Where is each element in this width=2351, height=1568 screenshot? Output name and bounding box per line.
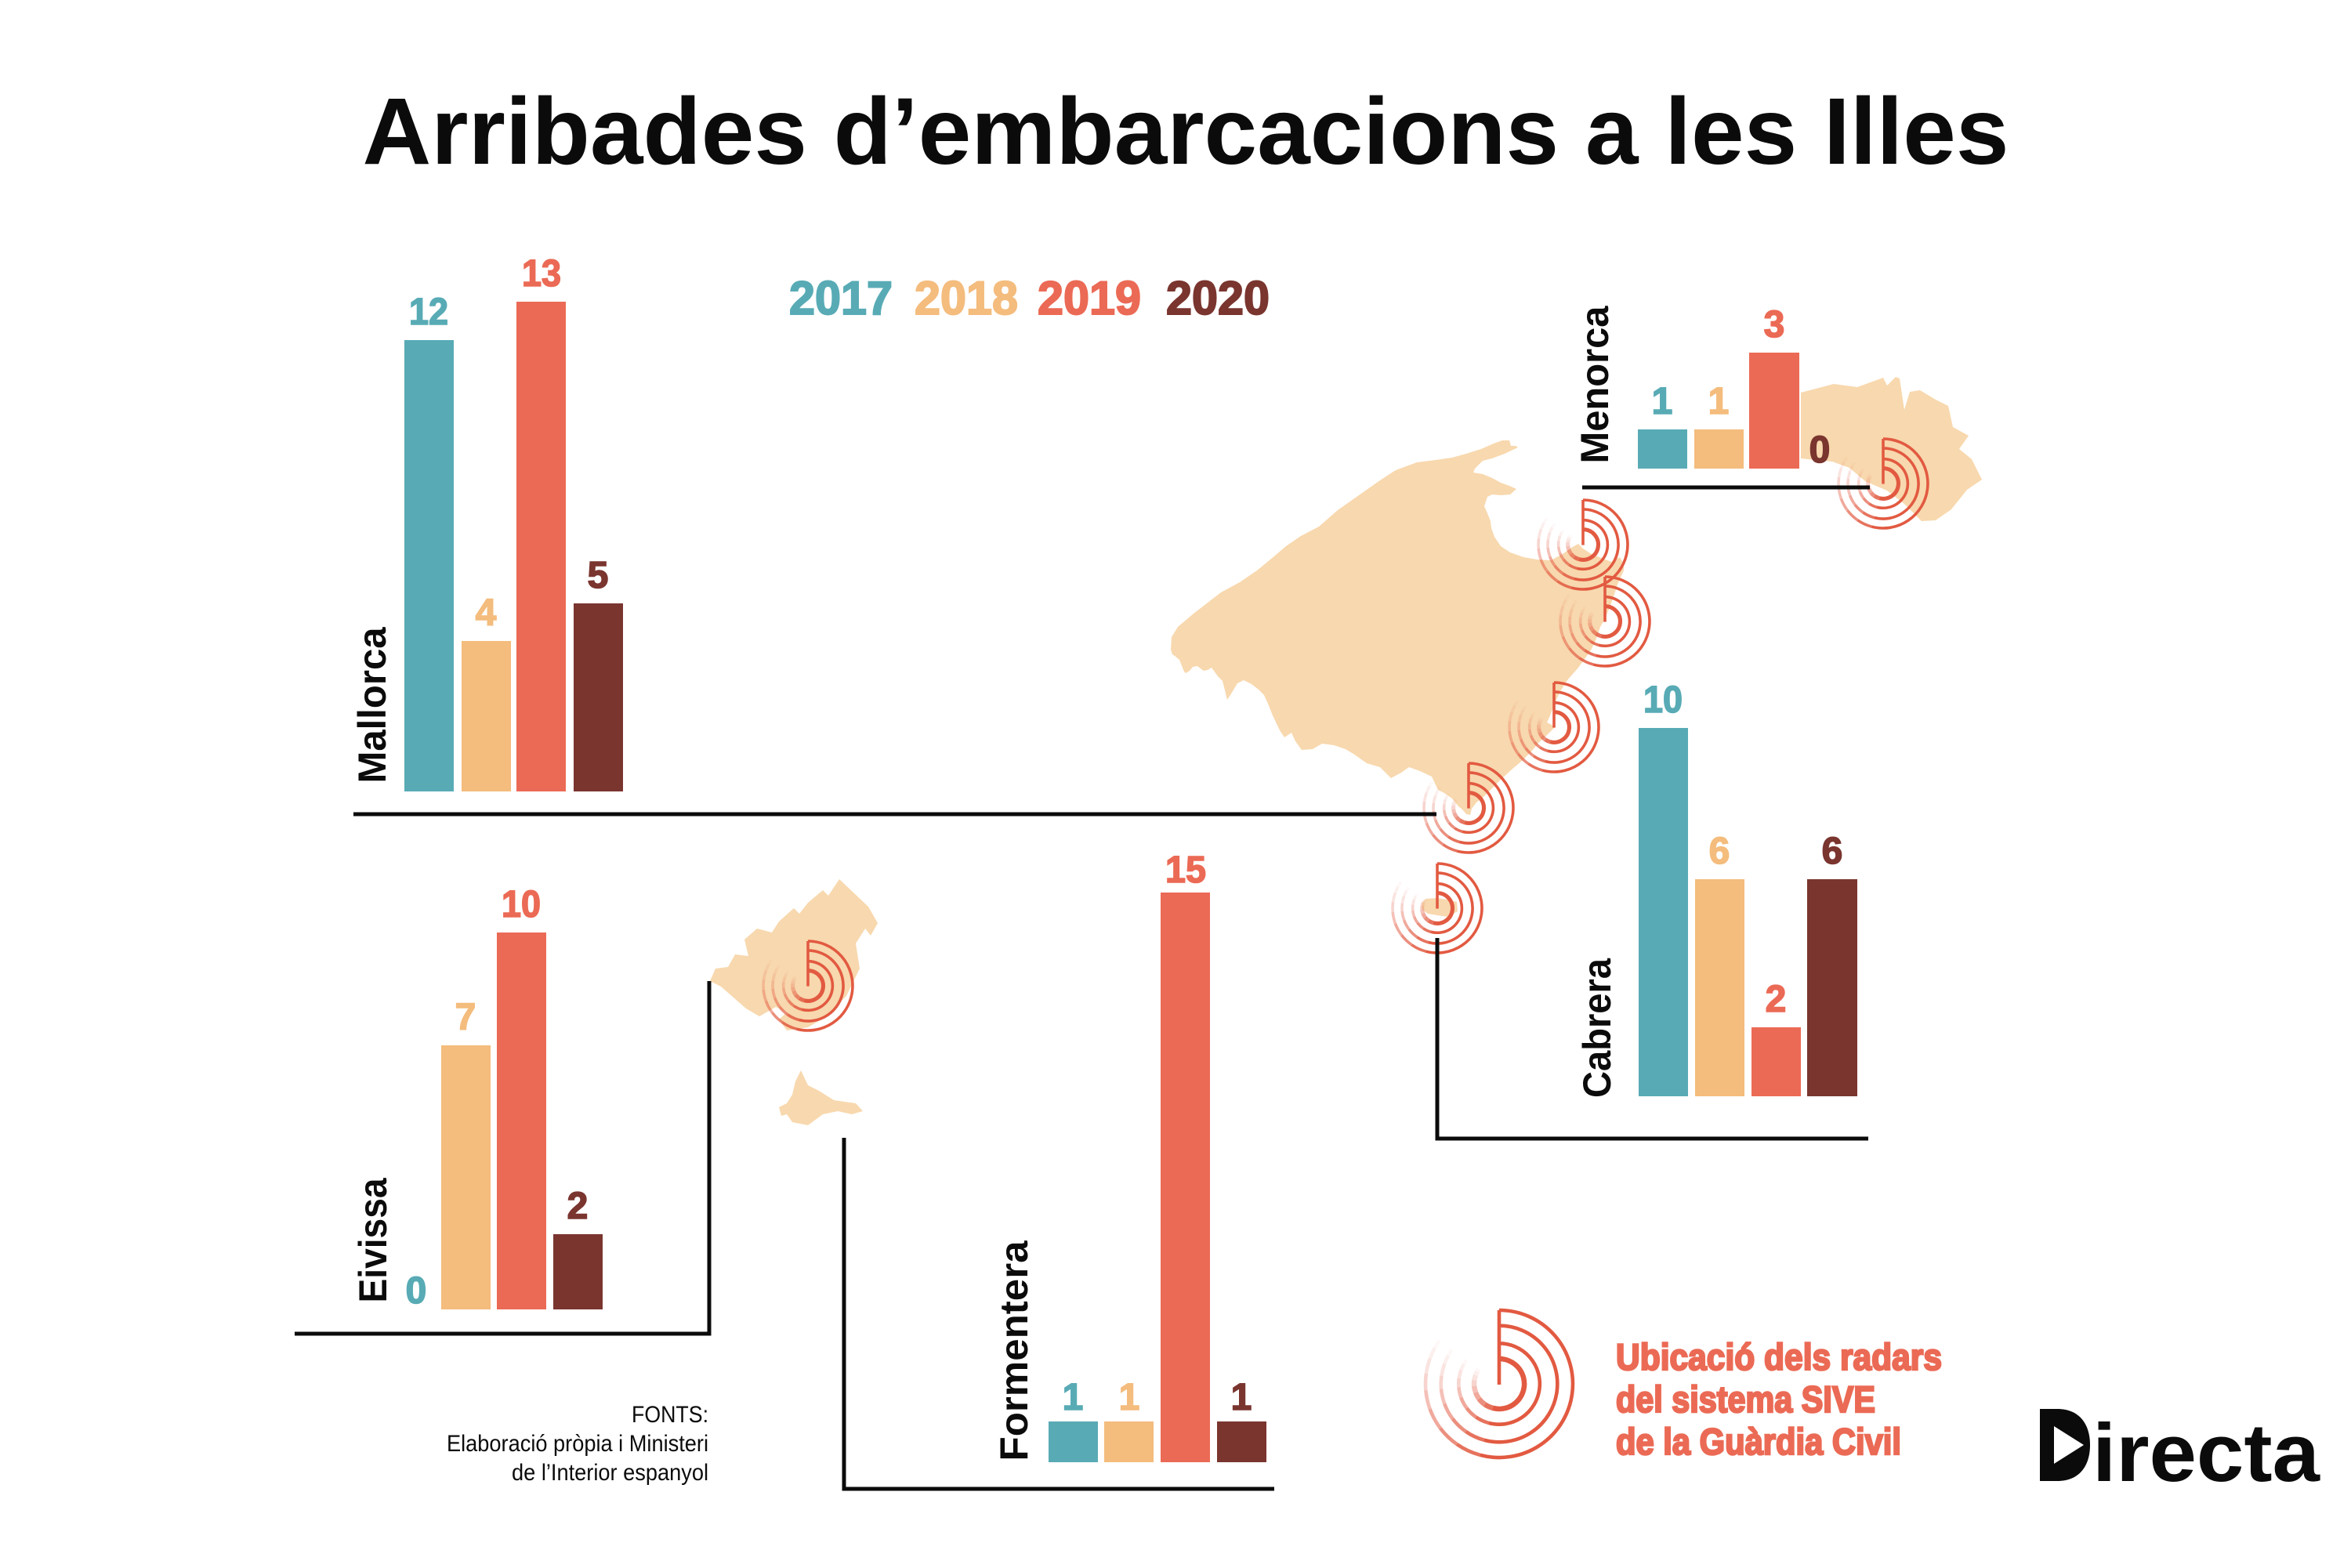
svg-text:Menorca: Menorca [1573,305,1617,463]
svg-text:de l’Interior espanyol: de l’Interior espanyol [512,1460,708,1486]
svg-text:Arribades d’embarcacions a les: Arribades d’embarcacions a les Illes [363,78,2009,184]
svg-text:1: 1 [1063,1377,1084,1418]
svg-text:12: 12 [409,292,448,333]
svg-text:2019: 2019 [1038,272,1141,324]
svg-text:15: 15 [1165,849,1206,891]
svg-text:5: 5 [588,555,609,596]
svg-text:de la Guàrdia Civil: de la Guàrdia Civil [1616,1421,1901,1462]
svg-text:Cabrera: Cabrera [1575,958,1619,1098]
svg-text:7: 7 [455,997,476,1038]
svg-text:13: 13 [522,253,561,295]
svg-text:2018: 2018 [915,272,1018,324]
svg-text:0: 0 [1809,429,1831,471]
svg-text:4: 4 [476,592,497,634]
svg-text:0: 0 [406,1270,427,1312]
svg-text:Mallorca: Mallorca [350,626,394,783]
svg-text:Formentera: Formentera [992,1240,1036,1461]
svg-text:6: 6 [1822,831,1843,872]
svg-text:10: 10 [502,884,541,925]
svg-text:Ubicació dels radars: Ubicació dels radars [1616,1336,1942,1378]
svg-text:1: 1 [1708,381,1730,422]
svg-text:Elaboració pròpia i Ministeri: Elaboració pròpia i Ministeri [447,1431,708,1457]
svg-text:del sistema SIVE: del sistema SIVE [1616,1378,1875,1420]
svg-text:2017: 2017 [789,272,893,324]
svg-text:6: 6 [1709,831,1730,872]
svg-text:3: 3 [1764,304,1785,346]
svg-text:1: 1 [1119,1377,1140,1418]
svg-text:FONTS:: FONTS: [632,1402,708,1428]
svg-text:2: 2 [567,1186,589,1227]
svg-text:1: 1 [1231,1377,1252,1418]
svg-text:irecta: irecta [2092,1407,2321,1499]
svg-text:2: 2 [1766,979,1787,1020]
svg-text:10: 10 [1643,679,1683,721]
svg-text:Eivissa: Eivissa [351,1177,395,1302]
svg-text:1: 1 [1652,381,1673,422]
svg-text:2020: 2020 [1166,272,1270,324]
